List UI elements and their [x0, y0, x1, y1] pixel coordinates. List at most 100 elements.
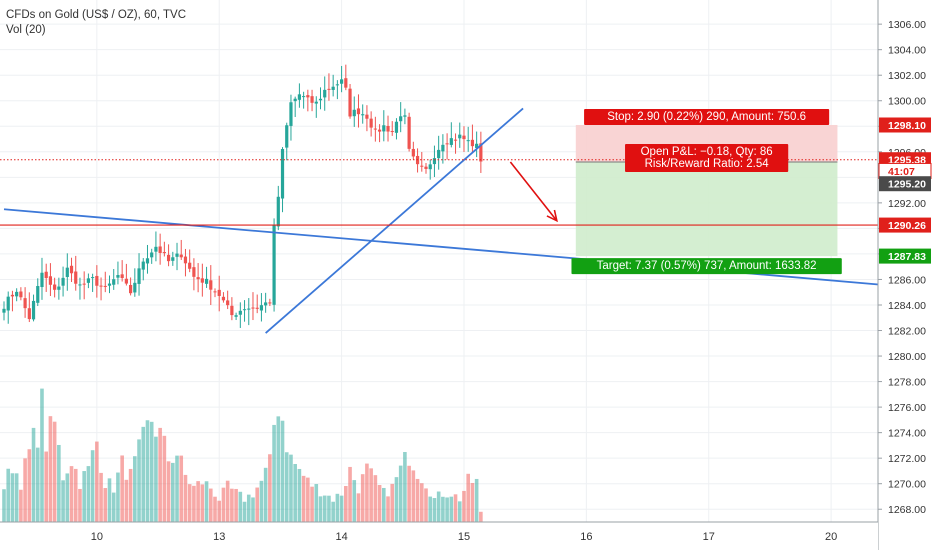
candle	[247, 298, 251, 326]
volume-bar	[289, 454, 293, 522]
candle	[133, 268, 137, 297]
volume-bar	[204, 481, 209, 522]
stop-label-box	[584, 108, 830, 125]
candle	[331, 74, 335, 97]
candle-body	[335, 84, 339, 86]
candle	[192, 258, 196, 291]
volume-bar	[428, 496, 433, 522]
volume-bar	[69, 466, 74, 522]
candle-body	[466, 140, 470, 142]
candle	[150, 248, 154, 264]
candle	[318, 87, 323, 110]
candle	[314, 96, 318, 118]
candle	[44, 263, 48, 292]
candle	[445, 133, 449, 160]
candle	[268, 298, 272, 307]
volume-bar	[251, 497, 255, 522]
volume-bar	[192, 485, 196, 522]
volume-bar	[310, 486, 314, 522]
candle-body	[204, 278, 209, 284]
candle-body	[226, 300, 230, 306]
candle	[369, 111, 373, 137]
candle	[166, 244, 171, 267]
volume-bar	[61, 480, 65, 522]
candle-body	[2, 308, 6, 313]
volume-bar	[466, 473, 470, 522]
candle	[217, 275, 221, 312]
volume-bar	[293, 464, 297, 522]
volume-bar	[301, 475, 306, 522]
candle	[340, 65, 344, 93]
candle	[280, 147, 285, 213]
candle-body	[251, 307, 255, 309]
volume-bar	[65, 473, 70, 522]
volume-bar	[120, 455, 124, 522]
candle	[57, 277, 61, 300]
price-tag-label: 1298.10	[888, 120, 926, 132]
volume-bar	[187, 484, 192, 522]
candle	[200, 263, 204, 297]
candle-body	[44, 271, 48, 279]
candle	[27, 292, 31, 323]
candle	[107, 275, 112, 294]
candle-body	[310, 96, 314, 103]
candle-body	[10, 294, 15, 297]
candle	[264, 292, 268, 313]
arrow-shaft	[509, 161, 558, 222]
candle-body	[78, 284, 82, 286]
candle-body	[192, 267, 196, 277]
volume-bar	[322, 495, 327, 522]
volume-bar	[145, 420, 150, 522]
chart-legend: CFDs on Gold (US$ / OZ), 60, TVC Vol (20…	[6, 8, 186, 38]
volume-bar	[284, 452, 289, 522]
candle	[95, 265, 99, 298]
candle	[399, 102, 403, 133]
volume-bar	[31, 427, 36, 522]
candle	[289, 94, 293, 141]
candle-body	[348, 88, 352, 117]
candle	[420, 151, 424, 172]
volume-bar	[95, 441, 99, 522]
candle	[112, 269, 116, 290]
volume-bar	[242, 501, 247, 522]
y-tick-label: 1286.00	[888, 274, 926, 286]
candle	[99, 277, 103, 301]
candle	[348, 84, 352, 119]
candle-body	[403, 115, 407, 117]
volume-bar	[149, 421, 154, 522]
candle	[441, 134, 445, 164]
volume-bar	[276, 416, 281, 522]
rising-trendline	[265, 107, 524, 334]
candle-body	[247, 308, 251, 310]
volume-bar	[23, 458, 27, 522]
candle	[31, 294, 36, 322]
candle-body	[394, 121, 399, 133]
volume-bar	[360, 474, 365, 522]
price-tag-box	[879, 217, 931, 233]
candle-body	[437, 149, 441, 159]
candle	[2, 301, 6, 321]
candle-body	[377, 129, 382, 132]
candle-body	[31, 300, 36, 320]
volume-bar	[213, 496, 217, 522]
x-tick-label: 13	[213, 531, 225, 543]
candle-body	[259, 305, 264, 311]
candle	[141, 258, 145, 281]
volume-bar	[48, 416, 53, 522]
volume-bar	[158, 427, 162, 522]
pnl-label-box	[625, 144, 789, 173]
volume-bar	[99, 472, 103, 522]
volume-bar	[318, 496, 323, 522]
candle-body	[36, 286, 40, 303]
volume-bar	[137, 439, 141, 522]
symbol-title[interactable]: CFDs on Gold (US$ / OZ), 60, TVC	[6, 9, 187, 21]
volume-indicator-label[interactable]: Vol (20)	[6, 24, 46, 36]
y-tick-label: 1300.00	[888, 96, 926, 108]
volume-bar	[445, 497, 449, 522]
x-tick-label: 14	[335, 531, 347, 543]
target-label-box	[571, 258, 842, 275]
pnl-label-text: Risk/Reward Ratio: 2.54	[645, 158, 770, 170]
